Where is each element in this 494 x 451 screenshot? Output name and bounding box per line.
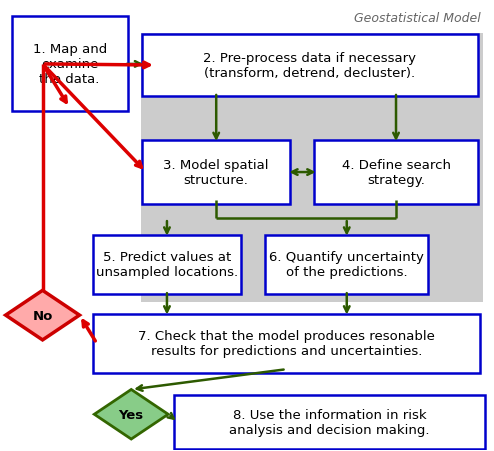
Polygon shape (94, 390, 168, 439)
Text: No: No (33, 309, 53, 322)
FancyBboxPatch shape (142, 141, 290, 204)
Polygon shape (5, 291, 80, 340)
Text: 4. Define search
strategy.: 4. Define search strategy. (341, 159, 451, 187)
FancyBboxPatch shape (141, 34, 484, 302)
FancyBboxPatch shape (265, 235, 428, 295)
FancyBboxPatch shape (93, 235, 241, 295)
Text: 5. Predict values at
unsampled locations.: 5. Predict values at unsampled locations… (96, 251, 238, 279)
Text: 1. Map and
examine
the data.: 1. Map and examine the data. (33, 43, 107, 86)
FancyBboxPatch shape (11, 17, 128, 112)
Text: 7. Check that the model produces resonable
results for predictions and uncertain: 7. Check that the model produces resonab… (138, 330, 435, 358)
Text: 2. Pre-process data if necessary
(transform, detrend, decluster).: 2. Pre-process data if necessary (transf… (204, 52, 416, 80)
FancyBboxPatch shape (174, 395, 485, 449)
FancyBboxPatch shape (142, 35, 478, 97)
Text: 6. Quantify uncertainty
of the predictions.: 6. Quantify uncertainty of the predictio… (269, 251, 424, 279)
Text: 3. Model spatial
structure.: 3. Model spatial structure. (164, 159, 269, 187)
Text: Yes: Yes (119, 408, 144, 421)
Text: 8. Use the information in risk
analysis and decision making.: 8. Use the information in risk analysis … (229, 408, 430, 436)
FancyBboxPatch shape (93, 314, 480, 373)
FancyBboxPatch shape (315, 141, 478, 204)
Text: Geostatistical Model: Geostatistical Model (354, 12, 481, 25)
